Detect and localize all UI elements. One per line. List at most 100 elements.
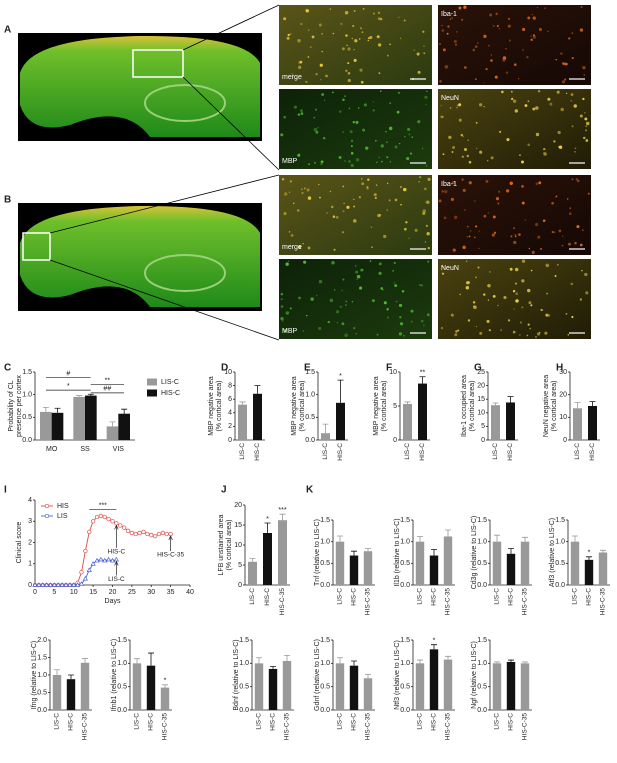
- cell: [556, 263, 559, 266]
- cell: [379, 90, 382, 93]
- error-bar: [492, 402, 499, 406]
- cell: [353, 48, 355, 51]
- x-tick-label: HIS-C: [507, 443, 514, 461]
- y-tick-label: 1.5: [555, 517, 565, 524]
- cell: [322, 136, 326, 140]
- cell: [489, 271, 491, 273]
- x-tick-label: 20: [109, 589, 117, 596]
- panel-letter: D: [221, 363, 228, 374]
- y-axis-label: Atf3 (relative to LIS-C): [549, 518, 556, 587]
- cell: [366, 185, 369, 189]
- cell: [317, 127, 319, 129]
- y-tick-label: 1.5: [22, 369, 32, 376]
- y-tick-label: 0.0: [400, 707, 410, 714]
- hippocampus: [144, 254, 226, 292]
- cell: [319, 196, 321, 199]
- cell: [426, 232, 430, 236]
- cell: [581, 269, 583, 272]
- tile-label: NeuN: [441, 265, 459, 272]
- cell: [290, 234, 294, 237]
- bar: [335, 541, 345, 585]
- error-bar: [270, 666, 276, 669]
- error-bar: [322, 423, 329, 434]
- legend-label: HIS-C: [161, 390, 180, 397]
- cell: [375, 184, 378, 186]
- y-tick-label: 1.5: [400, 637, 410, 644]
- x-tick-label: HIS-C: [419, 443, 426, 461]
- x-tick-label: 0: [33, 589, 37, 596]
- error-bar: [600, 549, 606, 553]
- cell: [477, 42, 479, 44]
- cell: [421, 284, 423, 287]
- cell: [398, 303, 403, 308]
- cell: [531, 250, 535, 254]
- y-tick-label: 0.5: [320, 560, 330, 567]
- y-axis-label: presence per cortex: [16, 375, 23, 437]
- cell: [318, 23, 322, 27]
- cell: [353, 205, 356, 208]
- y-tick-label: 0.5: [400, 560, 410, 567]
- cell: [474, 45, 478, 48]
- marker: [133, 531, 138, 537]
- error-bar: [42, 406, 49, 412]
- cell: [467, 319, 471, 322]
- cell: [395, 300, 398, 303]
- y-tick-label: 1.5: [37, 654, 47, 661]
- cell: [530, 304, 533, 307]
- cell: [326, 212, 328, 214]
- y-tick-label: 1.0: [22, 392, 32, 399]
- y-tick-label: 1.5: [477, 637, 487, 644]
- cell: [532, 16, 536, 20]
- error-bar: [351, 550, 357, 556]
- error-bar: [121, 408, 128, 414]
- cell: [452, 248, 456, 252]
- bar: [51, 412, 64, 440]
- arrow: [114, 524, 119, 548]
- cell: [376, 161, 378, 164]
- cell: [359, 68, 363, 72]
- cell: [353, 10, 356, 12]
- x-tick-label: HIS-C-35: [522, 588, 529, 615]
- bar: [506, 661, 516, 710]
- cell: [587, 192, 590, 195]
- cell: [314, 108, 318, 111]
- zoom-line: [182, 76, 280, 171]
- x-tick-label: SS: [80, 446, 90, 453]
- cell: [397, 91, 401, 95]
- y-tick-label: 1.0: [477, 660, 487, 667]
- cell: [483, 214, 487, 218]
- cell: [424, 241, 427, 243]
- cell: [585, 125, 587, 127]
- cell: [517, 77, 520, 80]
- cell: [442, 116, 444, 118]
- y-tick-label: 10: [234, 542, 242, 549]
- cell: [321, 50, 323, 53]
- cell: [361, 269, 364, 271]
- cell: [350, 163, 354, 168]
- cell: [512, 330, 516, 334]
- cell: [280, 133, 284, 137]
- cell: [585, 121, 590, 126]
- marker: [79, 570, 84, 575]
- cell: [511, 97, 514, 101]
- cell: [528, 301, 532, 305]
- marker: [113, 556, 119, 562]
- cell: [532, 34, 535, 37]
- marker: [67, 582, 73, 587]
- x-tick-label: HIS-C: [351, 588, 358, 606]
- cell: [335, 310, 340, 314]
- error-bar: [148, 652, 154, 666]
- cell: [462, 135, 464, 138]
- error-bar: [589, 401, 596, 406]
- cell: [498, 190, 501, 193]
- cell: [353, 58, 357, 62]
- cell: [519, 154, 521, 157]
- cell: [554, 275, 557, 278]
- cell: [332, 32, 335, 35]
- y-axis-label: Cd3g (relative to LIS-C): [471, 516, 478, 590]
- cell: [449, 107, 452, 109]
- cell: [338, 155, 342, 159]
- cell: [424, 95, 428, 99]
- cell: [343, 202, 345, 205]
- bar: [282, 661, 292, 710]
